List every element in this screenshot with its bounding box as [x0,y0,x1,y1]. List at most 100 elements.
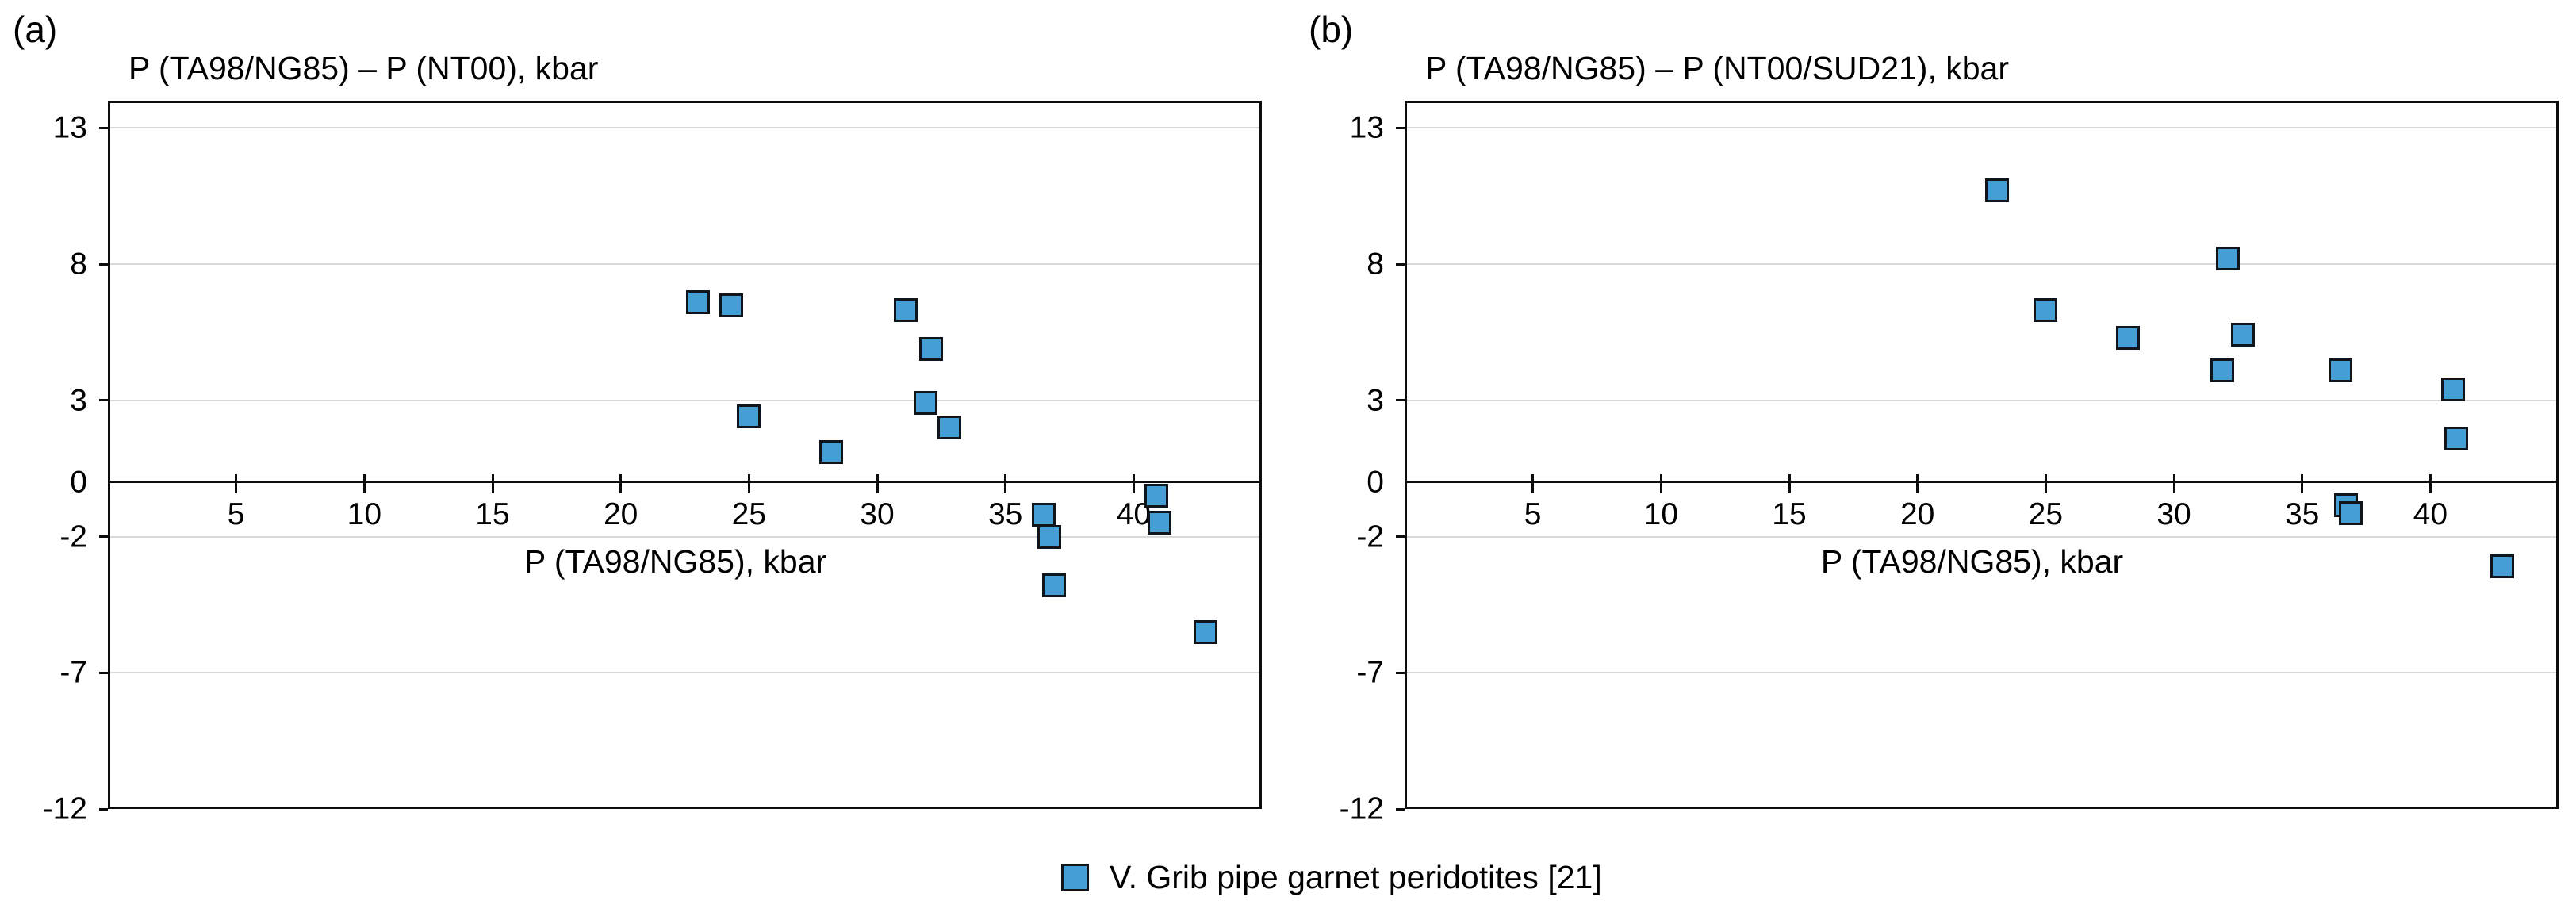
panel-a-x-tick-label: 25 [731,496,767,531]
panel-b-gridline [1407,672,2556,674]
panel-a-x-tick [362,473,366,493]
panel-b-x-tick-label: 25 [2028,496,2064,531]
panel-a-x-tick [747,473,750,493]
panel-b-plot-area [1405,101,2559,809]
panel-a-scatter-point [937,416,961,440]
panel-b-x-tick [2044,473,2047,493]
panel-b-x-tick-label: 5 [1524,496,1542,531]
panel-b-scatter-point [2441,378,2466,402]
panel-b-gridline [1407,399,2556,401]
panel-a-gridline [110,535,1259,538]
panel-a-plot-area [108,101,1262,809]
panel-b-scatter-point [2034,298,2058,323]
panel-a-y-tick [99,263,108,266]
panel-a-x-axis-line [108,481,1262,484]
panel-b-x-tick-label: 15 [1772,496,1807,531]
panel-a-scatter-point [1193,619,1217,644]
panel-a-x-tick-label: 15 [475,496,510,531]
panel-b-x-tick [2428,473,2432,493]
panel-b-x-axis-label: P (TA98/NG85), kbar [1820,543,2124,580]
panel-a-scatter-point [685,290,710,315]
panel-a-x-tick [235,473,238,493]
panel-a-scatter-point [1042,573,1067,598]
panel-b-y-tick-label: -12 [1339,792,1384,826]
panel-a-x-tick [1004,473,1007,493]
panel-a-y-tick-label: 8 [70,247,87,282]
panel-a-scatter-point [918,336,943,361]
panel-b-x-tick-label: 40 [2413,496,2448,531]
panel-a-scatter-point [818,440,843,465]
panel-b-gridline [1407,263,2556,266]
panel-b-gridline [1407,127,2556,129]
panel-a-y-tick [99,535,108,539]
panel-b-title: P (TA98/NG85) – P (NT00/SUD21), kbar [1425,50,2009,86]
panel-a-y-tick [99,126,108,129]
panel-a-scatter-point [737,404,761,429]
panel-b-scatter-point [2231,323,2256,347]
panel-b-y-tick-label: 13 [1349,110,1384,145]
panel-b-x-tick-label: 10 [1643,496,1679,531]
panel-b-x-tick [1788,473,1791,493]
panel-a-y-tick-label: 0 [70,465,87,500]
panel-b-y-tick-label: 0 [1367,465,1384,500]
panel-b-scatter-point [2490,554,2514,579]
panel-a-y-tick-label: -2 [59,519,87,554]
panel-b-y-tick [1396,535,1405,539]
panel-a-x-axis-label: P (TA98/NG85), kbar [523,543,827,580]
panel-a-gridline [110,127,1259,129]
panel-b-y-tick-label: -7 [1356,655,1384,690]
panel-b-x-tick [1916,473,1919,493]
panel-a-scatter-point [1032,503,1056,527]
panel-b-x-tick-label: 20 [1899,496,1935,531]
panel-a-scatter-point [1037,524,1061,549]
panel-a-gridline [110,672,1259,674]
panel-b-y-tick-label: -2 [1356,519,1384,554]
panel-a-x-tick [619,473,623,493]
panel-b-gridline [1407,535,2556,538]
panel-a-x-tick-label: 35 [987,496,1023,531]
panel-b-scatter-point [2210,358,2235,383]
panel-b-y-tick [1396,399,1405,402]
panel-a-x-tick [1132,473,1135,493]
panel-b-y-tick [1396,126,1405,129]
panel-a-y-tick-label: -7 [59,655,87,690]
panel-b-y-tick [1396,671,1405,674]
panel-b-scatter-point [1984,178,2009,203]
legend: V. Grib pipe garnet peridotites [21] [1061,859,1602,895]
panel-b-x-tick [1659,473,1662,493]
panel-a-x-tick-label: 5 [227,496,245,531]
legend-label: V. Grib pipe garnet peridotites [21] [1110,859,1602,895]
legend-marker-square-icon [1061,864,1089,892]
panel-a-x-tick-label: 20 [603,496,638,531]
panel-a-gridline [110,399,1259,401]
panel-a-letter: (a) [13,9,58,50]
panel-a-scatter-point [719,293,743,317]
panel-a-y-tick [99,671,108,674]
panel-b-x-tick [1531,473,1535,493]
panel-b-x-tick [2172,473,2175,493]
panel-a-scatter-point [1144,484,1169,508]
panel-b-y-tick-label: 8 [1367,247,1384,282]
panel-b-y-tick [1396,807,1405,811]
panel-b-x-axis-line [1405,481,2559,484]
panel-a-x-tick [876,473,879,493]
panel-a-y-tick [99,807,108,811]
panel-b-scatter-point [2339,501,2363,526]
panel-a-y-tick-label: 13 [52,110,87,145]
panel-a-y-tick [99,399,108,402]
panel-a-title: P (TA98/NG85) – P (NT00), kbar [128,50,599,86]
panel-b-scatter-point [2444,426,2468,450]
panel-b-y-tick-label: 3 [1367,383,1384,418]
panel-a-scatter-point [914,391,938,416]
panel-b-letter: (b) [1309,9,1354,50]
panel-a-x-tick-label: 10 [347,496,382,531]
panel-b-scatter-point [2329,358,2353,383]
panel-a-x-tick-label: 30 [860,496,895,531]
panel-b-scatter-point [2215,247,2240,271]
panel-b-y-tick [1396,263,1405,266]
panel-a-y-tick-label: -12 [42,792,87,826]
panel-a-scatter-point [1147,511,1171,535]
panel-a-y-tick-label: 3 [70,383,87,418]
panel-a-x-tick [491,473,494,493]
